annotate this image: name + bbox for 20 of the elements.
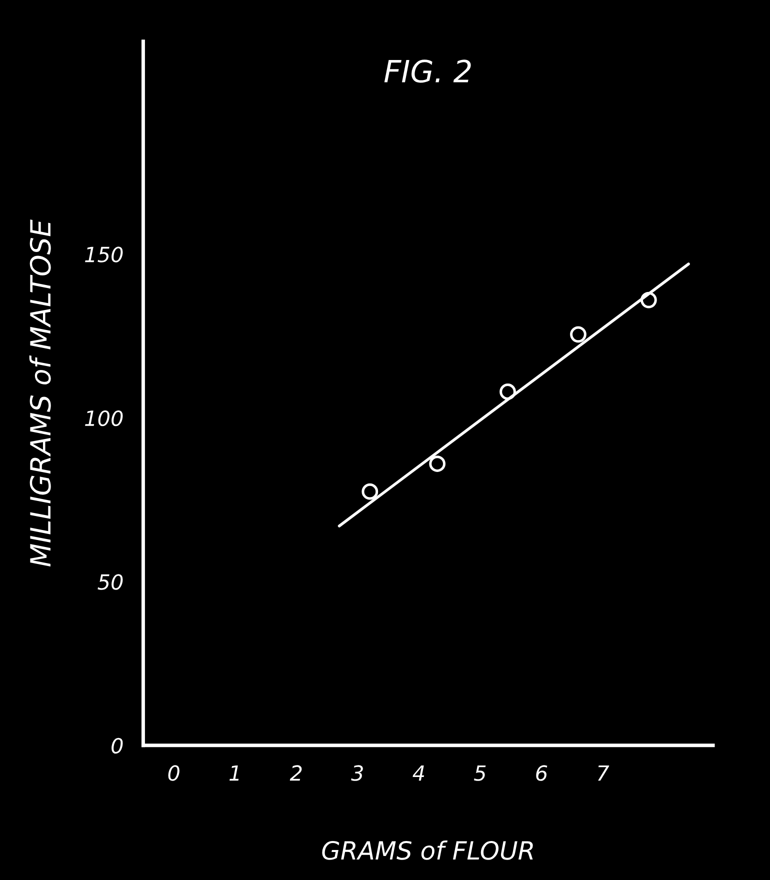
point xyxy=(500,384,516,400)
y-axis-title: MILLIGRAMS of MALTOSE xyxy=(29,220,51,566)
y-tick-label: 0 xyxy=(112,738,123,754)
point xyxy=(640,292,657,308)
y-tick-label: 150 xyxy=(85,246,123,262)
y-tick-label: 100 xyxy=(85,410,123,426)
x-tick-label: 3 xyxy=(351,765,363,781)
y-tick-label: 50 xyxy=(98,574,123,590)
chart-title: FIG. 2 xyxy=(384,60,471,83)
x-tick-label: 0 xyxy=(168,765,180,781)
point xyxy=(429,456,446,472)
x-tick-label: 1 xyxy=(230,765,239,781)
x-tick-label: 4 xyxy=(412,765,424,781)
point xyxy=(362,483,378,500)
x-axis-title: GRAMS of FLOUR xyxy=(322,840,533,860)
x-tick-label: 5 xyxy=(474,765,486,781)
x-tick-label: 7 xyxy=(598,765,610,781)
point xyxy=(570,326,586,343)
x-tick-label: 2 xyxy=(290,765,302,781)
x-tick-label: 6 xyxy=(536,765,548,781)
